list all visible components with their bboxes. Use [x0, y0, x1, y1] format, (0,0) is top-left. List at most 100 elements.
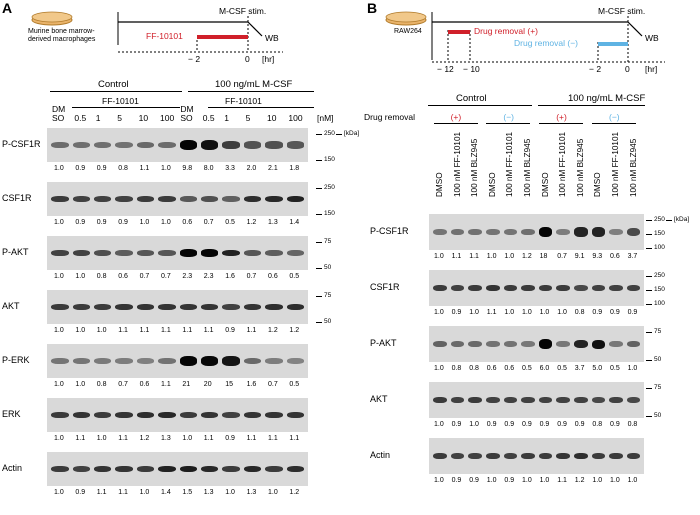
b-mw-1-1: 150	[646, 286, 665, 293]
lane-label-b-7: 100 nM FF-10101	[558, 131, 568, 197]
a-band-5-8	[222, 411, 240, 419]
a-band-5-2	[94, 411, 112, 419]
a-band-6-7	[201, 465, 219, 473]
a-blot-1	[47, 182, 309, 216]
b-mw-2-0: 75	[645, 328, 662, 335]
b-band-2-1	[450, 340, 465, 348]
b-band-4-1	[450, 452, 465, 460]
b-blot-3	[429, 382, 645, 418]
removal-mark-0: (+)	[450, 112, 462, 122]
panel-a-letter: A	[2, 0, 13, 16]
b-band-1-4	[503, 284, 518, 292]
b-value-4-5: 1.0	[522, 477, 532, 484]
group-a-mcsf: 100 ng/mL M-CSF	[215, 79, 293, 90]
a-band-6-4	[136, 465, 155, 473]
b-band-4-11	[626, 452, 641, 460]
a-value-3-11: 1.2	[289, 327, 300, 334]
b-band-1-8	[573, 284, 588, 292]
tick-a2: 0	[245, 54, 250, 64]
b-band-3-7	[556, 396, 570, 404]
lane-label-a-6: DM	[180, 104, 194, 114]
a-band-1-10	[265, 195, 283, 203]
lane-label-a-4: 10	[138, 113, 149, 123]
b-band-4-9	[591, 452, 606, 460]
a-value-4-7: 20	[203, 381, 212, 388]
b-blot-label-2: P-AKT	[370, 338, 397, 348]
b-blot-0	[429, 214, 645, 250]
unit-a: [hr]	[262, 54, 275, 64]
a-value-2-3: 0.6	[118, 273, 128, 280]
b-value-4-1: 0.9	[451, 477, 462, 484]
lane-label-a-6-b: SO	[180, 113, 193, 123]
a-band-3-0	[51, 303, 69, 311]
b-value-0-2: 1.1	[469, 253, 479, 260]
a-value-6-6: 1.5	[182, 489, 193, 496]
lane-label-b-8: 100 nM BLZ945	[575, 138, 585, 197]
a-band-3-10	[265, 303, 283, 311]
b-value-0-9: 9.3	[592, 253, 603, 260]
a-value-3-2: 1.0	[96, 327, 107, 334]
a-band-4-0	[51, 357, 69, 365]
a-band-0-7	[201, 140, 219, 150]
a-value-0-9: 2.0	[246, 165, 257, 172]
a-value-2-11: 0.5	[289, 273, 300, 280]
b-value-3-9: 0.8	[592, 421, 603, 428]
a-value-1-0: 1.0	[54, 219, 64, 226]
b-band-2-5	[521, 340, 535, 348]
a-value-6-2: 1.1	[96, 489, 107, 496]
b-band-2-6	[538, 339, 553, 349]
a-value-5-1: 1.1	[75, 435, 86, 442]
a-value-0-8: 3.3	[225, 165, 235, 172]
lane-label-a-1: 0.5	[74, 113, 87, 123]
cell-label-a: Murine bone marrow-	[28, 28, 95, 35]
conc-unit-a: [nM]	[317, 113, 334, 123]
b-band-3-4	[503, 396, 518, 404]
b-mw-1-0: 250	[646, 272, 665, 279]
treatment-label-a: FF-10101	[146, 31, 183, 41]
a-band-6-5	[158, 465, 176, 473]
a-band-2-4	[136, 249, 155, 257]
tick-b3: − 2	[589, 64, 602, 74]
b-value-1-6: 1.0	[539, 309, 550, 316]
a-value-0-10: 2.1	[268, 165, 278, 172]
b-value-1-0: 1.0	[434, 309, 444, 316]
a-value-6-11: 1.2	[289, 489, 300, 496]
group-b-mcsf: 100 ng/mL M-CSF	[568, 93, 646, 104]
a-value-4-0: 1.0	[54, 381, 64, 388]
a-band-5-4	[136, 411, 155, 419]
lane-label-a-0-b: SO	[52, 113, 65, 123]
a-band-5-1	[72, 411, 91, 419]
a-blot-2	[47, 236, 309, 270]
a-band-6-6	[179, 465, 198, 473]
a-band-4-7	[201, 356, 219, 366]
a-value-2-9: 0.7	[246, 273, 257, 280]
b-band-3-3	[485, 396, 500, 404]
b-kda-unit: [kDa]	[665, 216, 690, 223]
b-value-4-9: 1.0	[592, 477, 603, 484]
b-value-4-11: 1.0	[627, 477, 638, 484]
b-value-3-3: 0.9	[486, 421, 497, 428]
a-value-2-2: 0.8	[96, 273, 107, 280]
a-blot-4	[47, 344, 309, 378]
a-band-2-11	[286, 249, 305, 257]
b-mw-0-2: 100	[646, 244, 665, 251]
a-value-1-11: 1.4	[289, 219, 300, 226]
a-value-1-4: 1.0	[139, 219, 150, 226]
a-band-5-11	[286, 411, 305, 419]
a-band-0-9	[243, 141, 262, 149]
b-value-3-5: 0.9	[522, 421, 532, 428]
a-value-6-4: 1.0	[139, 489, 150, 496]
a-value-6-7: 1.3	[203, 489, 214, 496]
b-blot-2	[429, 326, 645, 362]
b-band-1-3	[485, 284, 500, 292]
drug-removal-row-label: Drug removal	[364, 112, 416, 122]
a-band-5-9	[243, 411, 262, 419]
b-band-0-5	[521, 228, 535, 236]
b-mw-0-1: 150	[646, 230, 665, 237]
b-mw-2-1: 50	[645, 356, 662, 363]
a-value-3-1: 1.0	[75, 327, 86, 334]
a-mw-1-1: 150	[316, 210, 335, 217]
a-value-6-5: 1.4	[161, 489, 171, 496]
lane-label-a-7: 0.5	[202, 113, 215, 123]
